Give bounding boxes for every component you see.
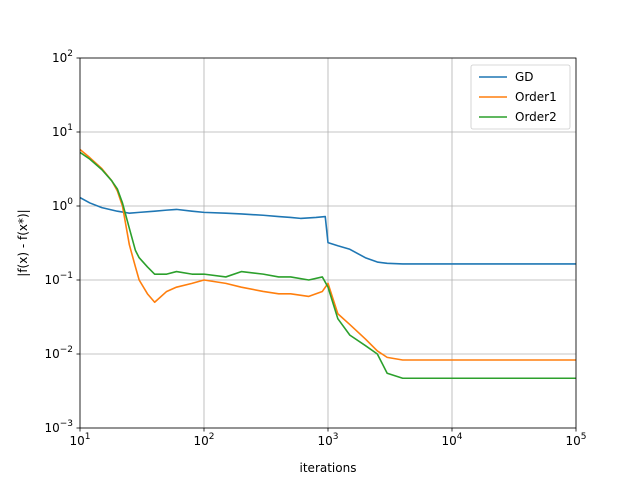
y-axis-label: |f(x) - f(x*)| — [16, 209, 30, 276]
series-line-order1 — [80, 148, 576, 361]
series-line-order2 — [80, 151, 576, 380]
legend-label: Order1 — [515, 90, 557, 104]
x-tick-label: 103 — [317, 432, 338, 448]
series-line-gd — [80, 196, 576, 265]
y-tick-label: 10−2 — [44, 345, 73, 361]
legend-box — [470, 64, 571, 130]
x-tick-label: 102 — [193, 432, 214, 448]
legend-label: GD — [515, 70, 534, 84]
y-tick-label: 100 — [52, 197, 73, 213]
x-axis-label: iterations — [300, 461, 357, 475]
x-tick-label: 101 — [69, 432, 90, 448]
x-tick-label: 105 — [565, 432, 586, 448]
y-tick-label: 10−3 — [44, 419, 73, 435]
legend-label: Order2 — [515, 110, 557, 124]
y-tick-label: 102 — [52, 49, 73, 65]
legend: GD Order1 Order2 — [470, 64, 571, 130]
series-group — [80, 148, 576, 380]
y-ticks: 10−3 10−2 10−1 100 101 102 — [44, 49, 80, 435]
y-tick-label: 101 — [52, 123, 73, 139]
x-ticks: 101 102 103 104 105 — [69, 428, 587, 448]
y-tick-label: 10−1 — [44, 271, 73, 287]
x-tick-label: 104 — [441, 432, 462, 448]
